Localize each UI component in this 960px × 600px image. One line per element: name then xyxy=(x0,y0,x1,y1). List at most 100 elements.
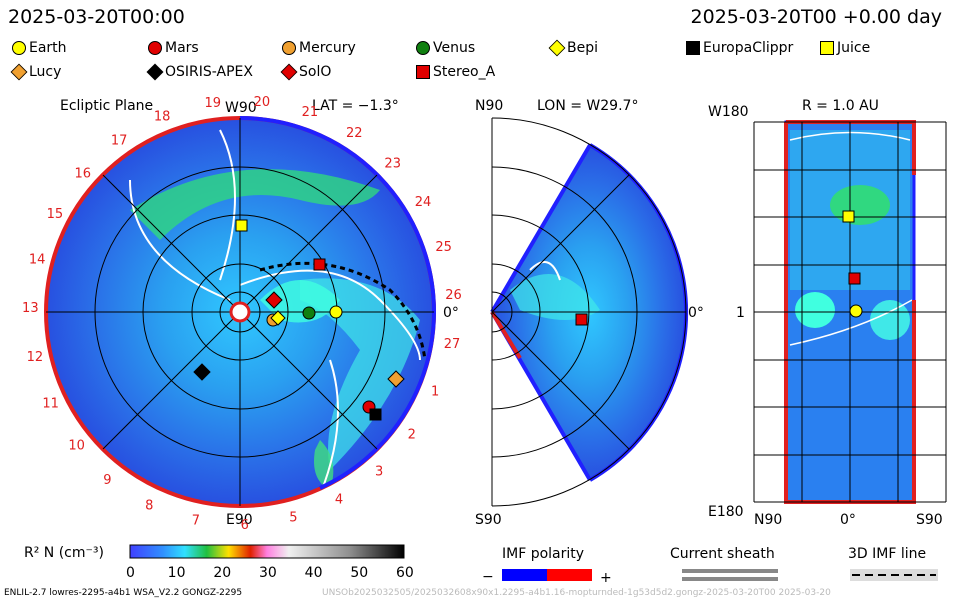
carrington-label: 4 xyxy=(335,492,343,507)
square-marker-icon xyxy=(416,65,430,79)
solo-marker xyxy=(265,291,283,309)
carrington-label: 26 xyxy=(445,288,462,303)
carrington-label: 24 xyxy=(415,195,432,210)
map-0-label: 0° xyxy=(840,512,856,528)
carrington-label: 11 xyxy=(42,397,59,412)
carrington-label: 1 xyxy=(431,384,439,399)
current-sheath-legend: Current sheath xyxy=(670,546,778,581)
meridional-panel: N90 LON = W29.7° S90 0° xyxy=(475,98,704,528)
carrington-label: 16 xyxy=(74,166,91,181)
latlon-panel: W180 R = 1.0 AU 1 E180 N90 0° S90 xyxy=(708,98,947,528)
circle-marker-icon xyxy=(148,41,162,55)
colorbar-tick: 30 xyxy=(259,565,277,581)
carrington-label: 19 xyxy=(204,96,221,111)
osiris-apex-marker xyxy=(193,363,211,381)
carrington-label: 2 xyxy=(408,428,416,443)
imf3d-legend: 3D IMF line xyxy=(848,546,938,581)
circle-marker-icon xyxy=(416,41,430,55)
legend-label: Bepi xyxy=(567,40,598,56)
legend-item-venus: Venus xyxy=(416,40,475,56)
ecliptic-0-label: 0° xyxy=(443,305,459,321)
carrington-label: 10 xyxy=(68,438,85,453)
legend-label: Mars xyxy=(165,40,199,56)
carrington-label: 7 xyxy=(192,514,200,529)
footer-left: ENLIL-2.7 lowres-2295-a4b1 WSA_V2.2 GONG… xyxy=(4,588,243,598)
legend-item-mercury: Mercury xyxy=(282,40,356,56)
legend-label: SolO xyxy=(299,64,332,80)
carrington-label: 9 xyxy=(103,473,111,488)
w180-label: W180 xyxy=(708,104,749,120)
carrington-label: 25 xyxy=(435,240,452,255)
carrington-label: 20 xyxy=(254,95,271,110)
carrington-label: 21 xyxy=(302,105,319,120)
carrington-label: 15 xyxy=(47,207,64,222)
map-center-label: 1 xyxy=(736,305,745,321)
stereo-a-marker xyxy=(313,258,326,271)
legend-label: Lucy xyxy=(29,64,62,80)
legend-item-europaclippr: EuropaClippr xyxy=(686,40,793,56)
carrington-label: 6 xyxy=(241,518,249,533)
imf3d-title: 3D IMF line xyxy=(848,546,926,562)
stereo-a-meridional-marker xyxy=(575,313,588,326)
colorbar-tick: 40 xyxy=(305,565,323,581)
ecliptic-title: Ecliptic Plane xyxy=(60,98,153,114)
right-datetime: 2025-03-20T00 +0.00 day xyxy=(690,6,942,28)
colorbar-tick: 10 xyxy=(168,565,186,581)
legend-item-osiris-apex: OSIRIS-APEX xyxy=(146,63,253,81)
imf-minus: − xyxy=(482,569,494,585)
juice-marker xyxy=(235,219,248,232)
legend-item-bepi: Bepi xyxy=(548,39,598,57)
carrington-label: 14 xyxy=(29,253,46,268)
imf-polarity-legend: IMF polarity − + xyxy=(482,546,612,586)
legend-item-juice: Juice xyxy=(820,40,870,56)
s90-label: S90 xyxy=(475,512,502,528)
carrington-label: 3 xyxy=(375,464,383,479)
carrington-label: 27 xyxy=(444,337,461,352)
lon-label: LON = W29.7° xyxy=(537,98,638,114)
e180-label: E180 xyxy=(708,504,744,520)
n90-label: N90 xyxy=(475,98,503,114)
legend-label: Stereo_A xyxy=(433,64,496,80)
e90-label: E90 xyxy=(226,512,253,528)
legend-item-earth: Earth xyxy=(12,40,67,56)
colorbar-tick: 20 xyxy=(213,565,231,581)
legend-item-lucy: Lucy xyxy=(10,63,62,81)
map-n90-label: N90 xyxy=(754,512,782,528)
juice-map-marker xyxy=(842,210,855,223)
square-marker-icon xyxy=(820,41,834,55)
colorbar-tick: 50 xyxy=(350,565,368,581)
left-datetime: 2025-03-20T00:00 xyxy=(8,6,185,28)
legend-item-mars: Mars xyxy=(148,40,199,56)
r-label: R = 1.0 AU xyxy=(802,98,879,114)
carrington-label: 8 xyxy=(145,498,153,513)
sheath-title: Current sheath xyxy=(670,546,775,562)
circle-marker-icon xyxy=(282,41,296,55)
carrington-labels: 19 20212223242526271234567891011121314151… xyxy=(22,95,462,533)
sun-icon xyxy=(229,301,251,323)
venus-marker xyxy=(302,306,316,320)
carrington-label: 5 xyxy=(289,511,297,526)
imf-plus: + xyxy=(600,570,612,586)
earth-map-marker xyxy=(849,304,863,318)
legend-label: Venus xyxy=(433,40,476,56)
lat-label: LAT = −1.3° xyxy=(312,98,399,114)
footer-right: UNSOb2025032505/2025032608x90x1.2295-a4b… xyxy=(322,588,831,598)
circle-marker-icon xyxy=(12,41,26,55)
square-marker-icon xyxy=(686,41,700,55)
map-s90-label: S90 xyxy=(916,512,943,528)
carrington-label: 12 xyxy=(27,350,44,365)
w90-label: W90 xyxy=(225,100,257,116)
earth-marker xyxy=(329,305,343,319)
carrington-label: 22 xyxy=(346,126,363,141)
density-colorbar: R² N (cm⁻³) 0 10 20 30 40 50 60 xyxy=(24,544,414,581)
carrington-label: 13 xyxy=(22,301,39,316)
legend-label: Juice xyxy=(837,40,871,56)
carrington-label: 18 xyxy=(154,110,171,125)
carrington-label: 17 xyxy=(111,133,128,148)
legend-label: Mercury xyxy=(299,40,356,56)
bepi-marker xyxy=(270,310,286,326)
carrington-label: 23 xyxy=(384,157,401,172)
meridional-0-label: 0° xyxy=(688,305,704,321)
stereo-a-map-marker xyxy=(848,272,861,285)
